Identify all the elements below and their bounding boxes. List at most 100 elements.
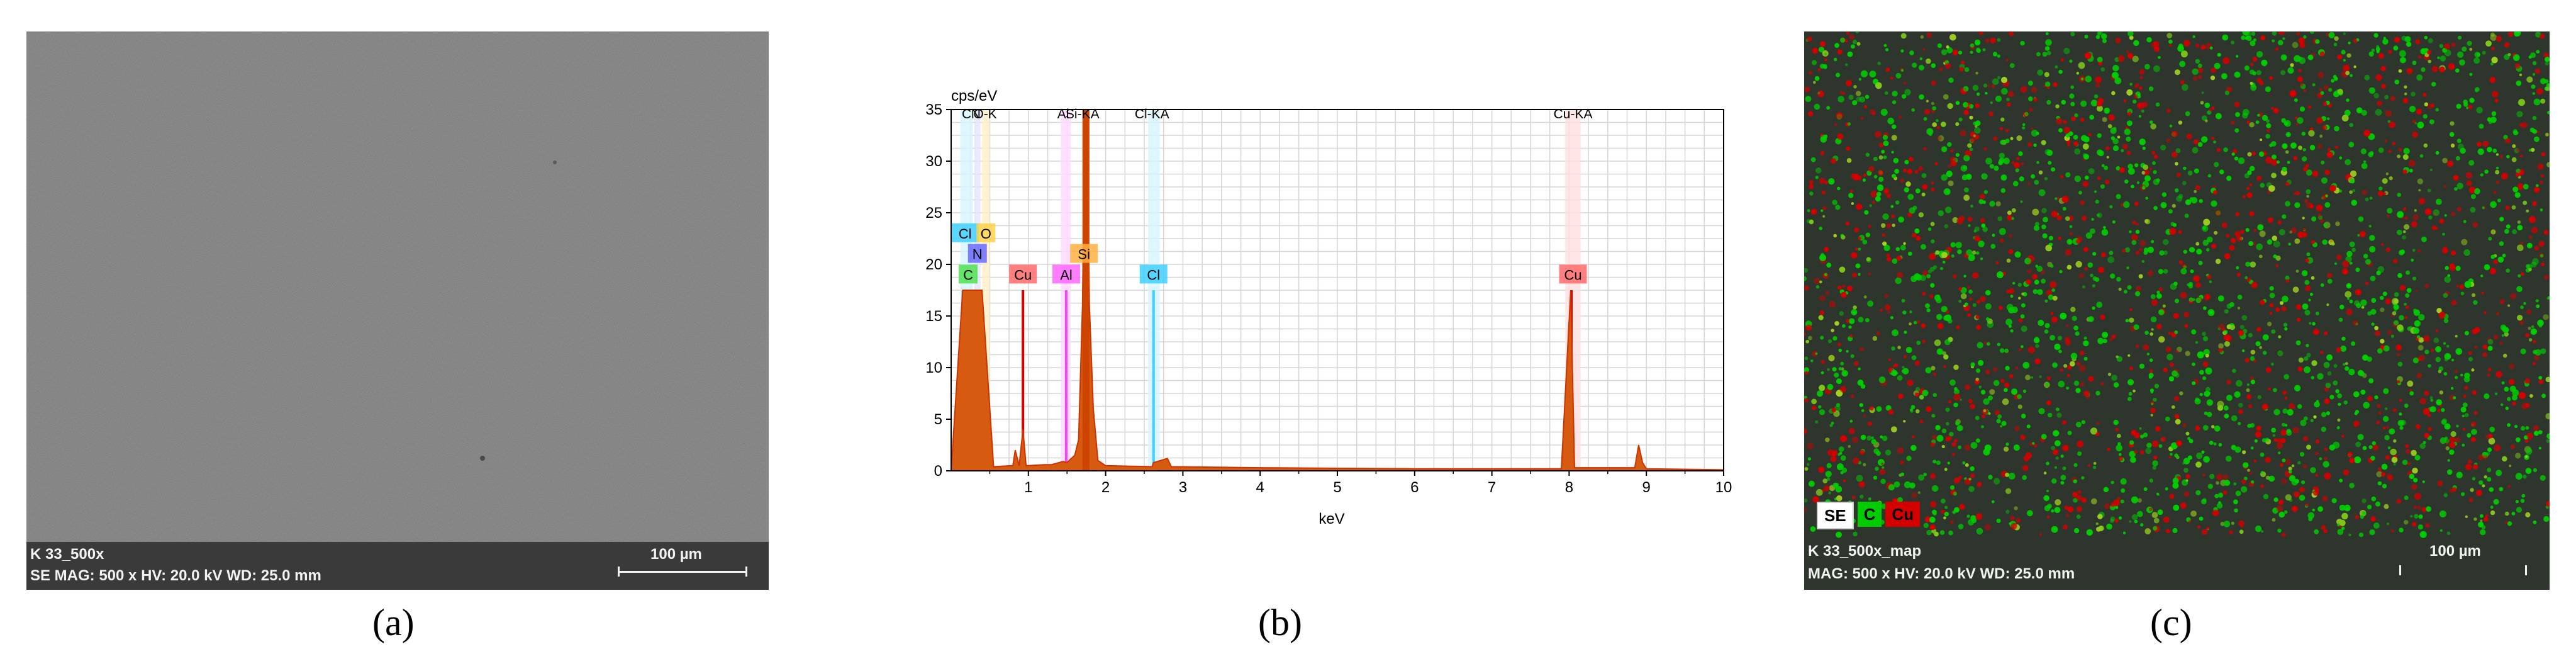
map-dot	[1989, 164, 1994, 169]
map-dot	[2435, 198, 2442, 205]
map-dot	[2239, 325, 2244, 330]
map-dot	[2070, 307, 2076, 312]
map-dot	[2499, 341, 2503, 345]
map-dot	[2321, 426, 2326, 432]
map-dot	[1828, 354, 1835, 362]
map-dot	[2462, 414, 2465, 417]
map-dot	[2076, 72, 2080, 75]
map-dot	[2397, 211, 2404, 218]
map-dot	[2352, 189, 2356, 193]
map-dot	[2234, 508, 2238, 513]
map-dot	[2399, 426, 2404, 430]
map-dot	[1946, 422, 1949, 426]
map-dot	[2321, 161, 2325, 165]
map-dot	[2010, 516, 2015, 521]
map-dot	[2134, 94, 2139, 99]
map-dot	[2117, 434, 2121, 438]
map-dot	[2155, 102, 2160, 107]
map-dot	[2339, 156, 2343, 160]
map-dot	[2490, 62, 2494, 65]
map-dot	[2353, 38, 2358, 43]
map-dot	[1939, 67, 1943, 71]
map-dot	[2531, 325, 2534, 329]
map-dot	[2003, 157, 2010, 164]
map-dot	[2509, 363, 2515, 369]
map-dot	[2502, 174, 2506, 179]
map-dot	[2169, 228, 2177, 235]
map-dot	[2475, 89, 2478, 93]
map-dot	[2272, 154, 2277, 160]
map-dot	[2224, 414, 2229, 419]
map-dot	[1944, 62, 1951, 69]
map-dot	[2260, 183, 2265, 188]
map-dot	[1985, 92, 1988, 95]
map-dot	[2459, 284, 2465, 290]
map-dot	[1880, 478, 1886, 484]
map-dot	[2462, 427, 2466, 431]
map-dot	[1947, 319, 1953, 324]
map-dot	[1876, 184, 1884, 191]
map-dot	[1963, 86, 1969, 92]
map-dot	[2062, 444, 2069, 451]
map-dot	[2131, 184, 2134, 189]
map-dot	[2499, 155, 2503, 159]
map-dot	[1834, 372, 1839, 378]
map-dot	[1958, 287, 1962, 291]
map-dot	[2451, 487, 2456, 492]
map-dot	[2324, 331, 2328, 336]
map-dot	[2351, 200, 2357, 206]
map-dot	[2545, 132, 2549, 137]
map-dot	[2412, 327, 2420, 334]
map-dot	[1966, 249, 1973, 256]
map-dot	[2201, 91, 2204, 94]
map-dot	[2133, 99, 2137, 104]
map-dot	[2534, 355, 2540, 361]
map-dot	[2321, 412, 2327, 417]
map-dot	[2187, 171, 2193, 176]
map-dot	[1985, 38, 1990, 43]
map-dot	[1950, 149, 1954, 153]
map-dot	[2023, 455, 2029, 462]
map-dot	[2111, 375, 2117, 381]
map-dot	[2436, 399, 2442, 405]
element-marker-box	[1070, 244, 1098, 263]
map-dot	[2218, 347, 2223, 353]
map-dot	[1948, 180, 1954, 186]
map-dot	[1883, 155, 1887, 159]
map-dot	[1970, 473, 1975, 478]
map-dot	[2081, 420, 2086, 424]
map-dot	[2493, 499, 2499, 505]
map-dot	[2118, 453, 2122, 456]
map-dot	[1859, 96, 1866, 103]
map-dot	[2315, 39, 2320, 44]
map-dot	[2506, 268, 2510, 273]
map-dot	[2138, 115, 2141, 118]
map-dot	[2084, 35, 2088, 39]
map-dot	[1968, 254, 1975, 261]
map-dot	[2455, 155, 2460, 161]
map-dot	[2514, 31, 2521, 37]
map-dot	[1922, 291, 1926, 296]
map-dot	[2005, 509, 2010, 514]
map-dot	[2056, 118, 2063, 125]
map-dot	[2123, 99, 2127, 103]
map-dot	[2341, 526, 2345, 531]
map-dot	[2344, 504, 2351, 512]
map-dot	[2521, 426, 2526, 431]
map-dot	[2349, 123, 2353, 127]
map-dot	[2313, 329, 2319, 336]
map-dot	[1997, 342, 2000, 346]
map-dot	[2261, 530, 2264, 533]
map-dot	[2283, 374, 2290, 380]
element-marker-label: Cu	[1564, 267, 1581, 283]
map-dot	[2519, 242, 2524, 245]
map-dot	[1998, 160, 2003, 166]
map-dot	[2525, 333, 2529, 337]
map-dot	[2480, 519, 2483, 522]
map-dot	[2491, 47, 2495, 50]
map-dot	[2268, 217, 2273, 223]
map-dot	[2179, 391, 2183, 396]
map-dot	[2377, 100, 2382, 106]
map-dot	[2463, 376, 2470, 383]
map-dot	[1917, 491, 1921, 494]
